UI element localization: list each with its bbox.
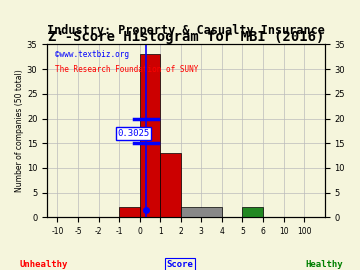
Text: 0.3025: 0.3025 xyxy=(117,129,150,138)
Text: Score: Score xyxy=(167,260,193,269)
Bar xyxy=(181,207,222,217)
Text: The Research Foundation of SUNY: The Research Foundation of SUNY xyxy=(55,65,199,74)
Bar xyxy=(119,207,140,217)
Bar xyxy=(160,153,181,217)
Y-axis label: Number of companies (50 total): Number of companies (50 total) xyxy=(15,69,24,192)
Bar xyxy=(140,54,160,217)
Title: Z'-Score Histogram for MBI (2016): Z'-Score Histogram for MBI (2016) xyxy=(48,30,324,45)
Text: ©www.textbiz.org: ©www.textbiz.org xyxy=(55,50,130,59)
Text: Healthy: Healthy xyxy=(305,260,343,269)
Text: Unhealthy: Unhealthy xyxy=(19,260,67,269)
Bar xyxy=(242,207,263,217)
Text: Industry: Property & Casualty Insurance: Industry: Property & Casualty Insurance xyxy=(47,25,325,38)
